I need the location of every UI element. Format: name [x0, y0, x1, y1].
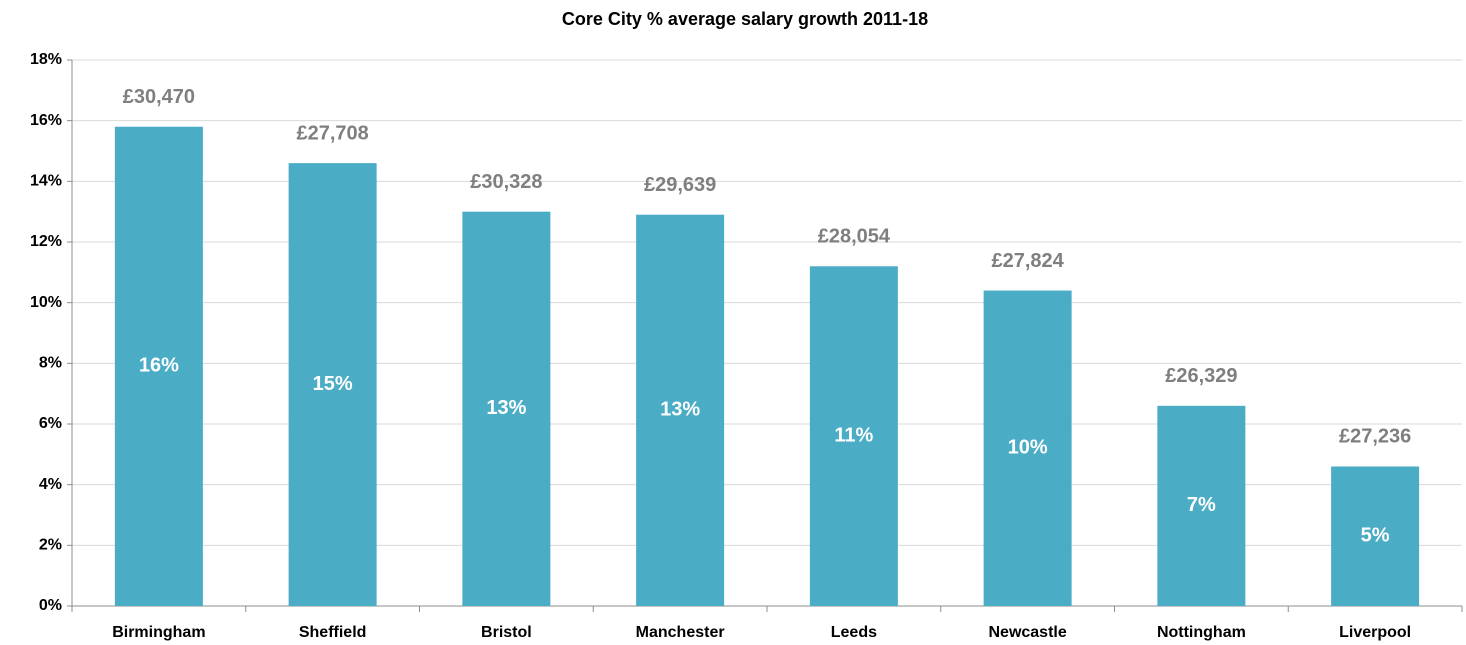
- x-tick-label: Manchester: [636, 624, 725, 641]
- y-tick-label: 10%: [30, 294, 62, 311]
- bar: [462, 211, 551, 606]
- y-tick-label: 12%: [30, 233, 62, 250]
- y-tick-label: 2%: [39, 537, 62, 554]
- y-tick-label: 16%: [30, 112, 62, 129]
- bar: [809, 266, 898, 606]
- y-tick-label: 8%: [39, 355, 62, 372]
- chart-title: Core City % average salary growth 2011-1…: [562, 9, 928, 29]
- salary-label: £27,236: [1339, 426, 1411, 448]
- bar: [288, 163, 377, 606]
- value-label: 5%: [1361, 525, 1390, 547]
- y-tick-label: 0%: [39, 597, 62, 614]
- value-label: 11%: [834, 424, 873, 446]
- salary-label: £26,329: [1165, 365, 1237, 387]
- value-label: 13%: [660, 399, 700, 421]
- value-label: 7%: [1187, 494, 1216, 516]
- value-label: 16%: [139, 355, 179, 377]
- x-tick-label: Nottingham: [1157, 624, 1246, 641]
- bar: [1157, 405, 1246, 606]
- bar: [636, 214, 725, 606]
- bar: [1331, 466, 1420, 606]
- value-label: 13%: [486, 397, 526, 419]
- value-label: 15%: [313, 373, 353, 395]
- x-tick-label: Leeds: [831, 624, 877, 641]
- salary-label: £27,824: [991, 250, 1064, 272]
- salary-label: £30,328: [470, 171, 542, 193]
- value-label: 10%: [1008, 437, 1048, 459]
- bar: [983, 290, 1072, 606]
- bar: [114, 126, 203, 606]
- salary-label: £29,639: [644, 174, 716, 196]
- x-tick-label: Sheffield: [299, 624, 367, 641]
- x-tick-label: Newcastle: [988, 624, 1066, 641]
- y-tick-label: 4%: [39, 476, 62, 493]
- y-tick-label: 18%: [30, 51, 62, 68]
- y-tick-label: 6%: [39, 415, 62, 432]
- salary-label: £27,708: [296, 122, 368, 144]
- x-tick-label: Liverpool: [1339, 624, 1411, 641]
- salary-label: £28,054: [818, 226, 891, 248]
- salary-label: £30,470: [123, 86, 195, 108]
- y-tick-label: 14%: [30, 173, 62, 190]
- x-tick-label: Bristol: [481, 624, 532, 641]
- x-tick-label: Birmingham: [112, 624, 205, 641]
